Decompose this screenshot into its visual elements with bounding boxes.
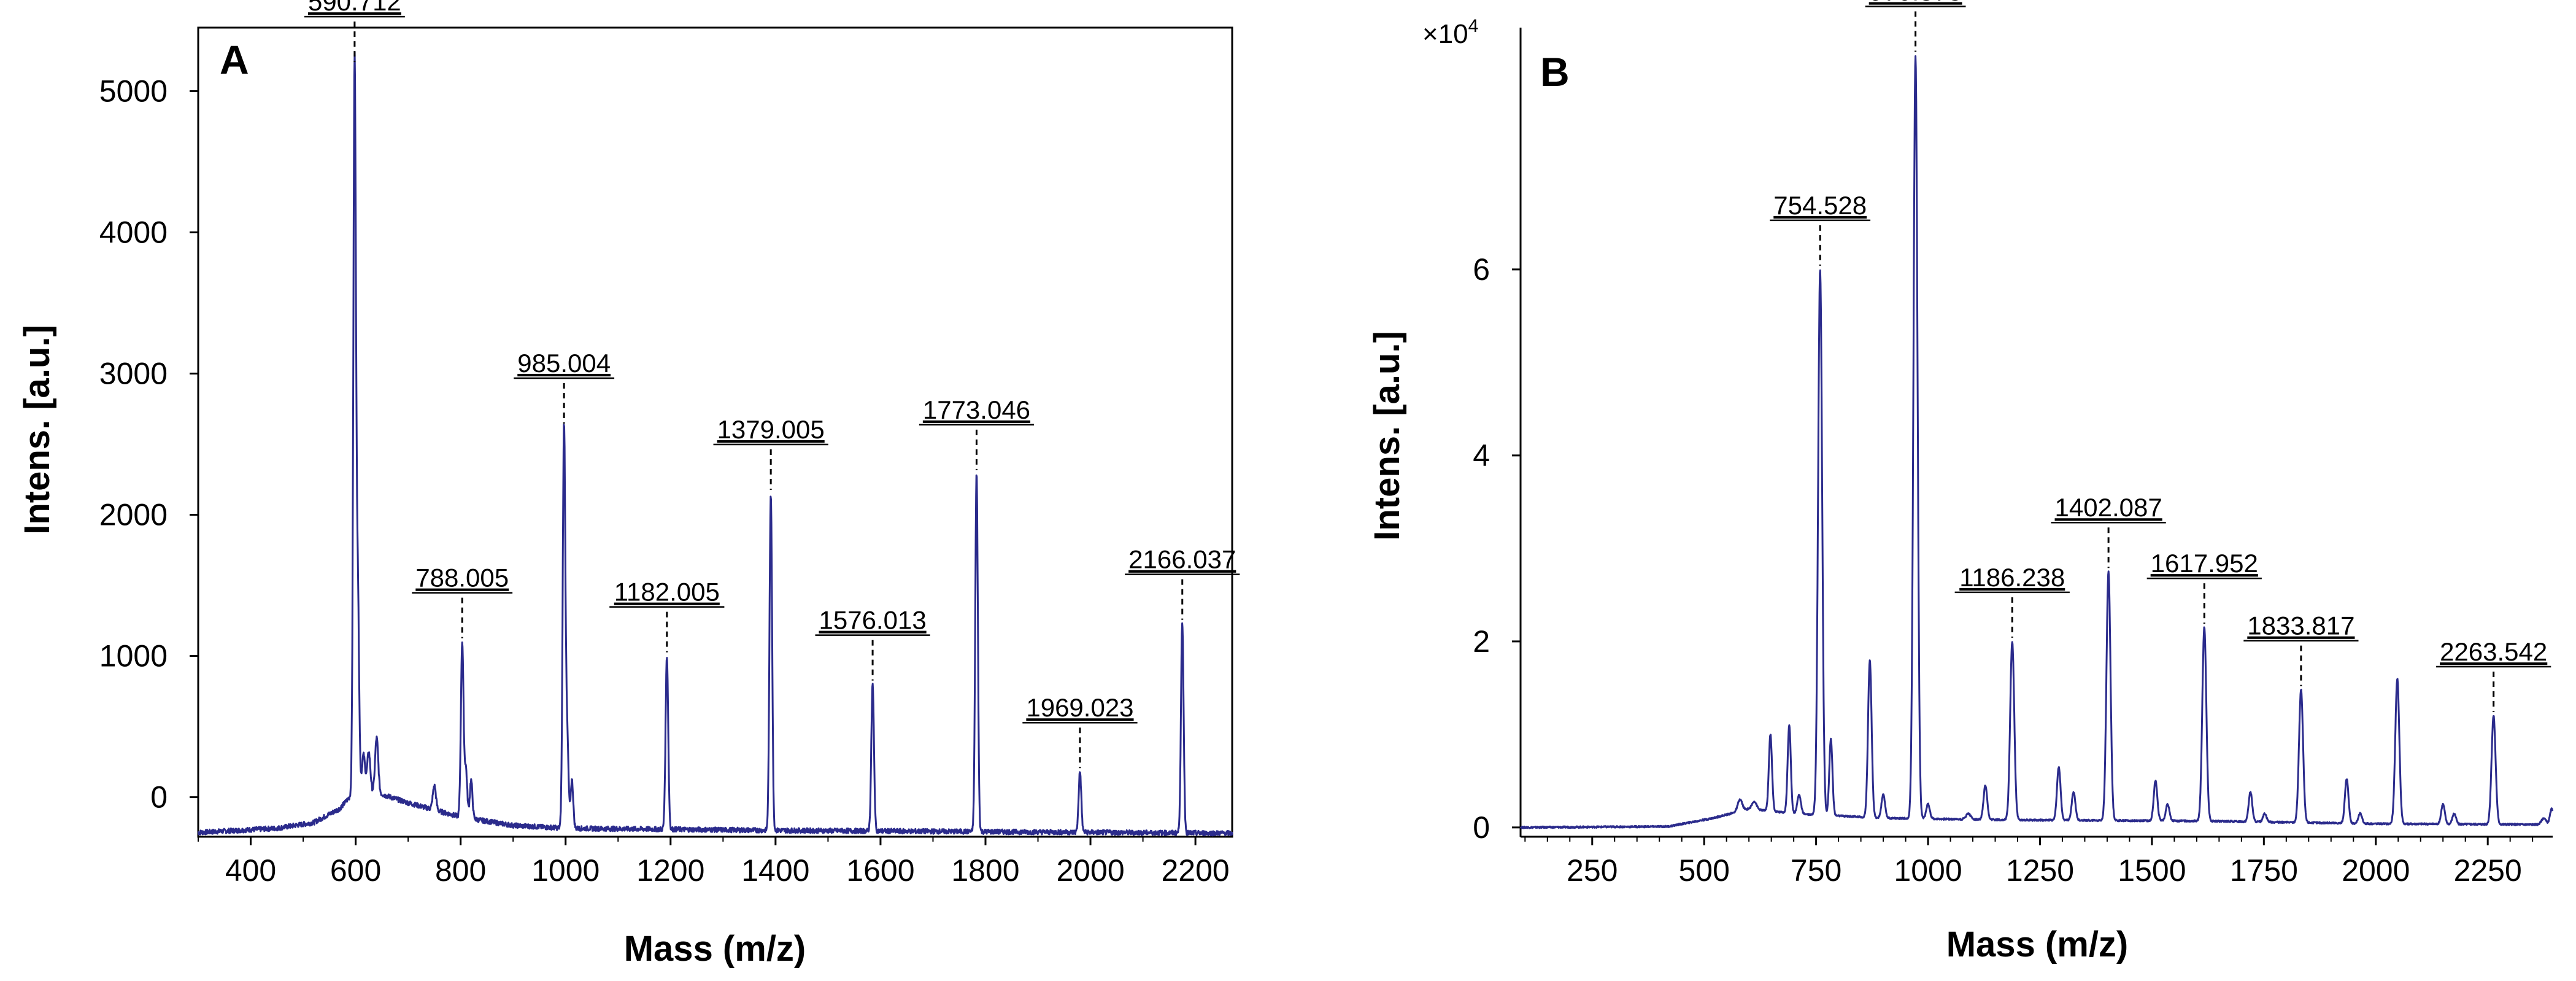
x-tick-label: 1000 (1894, 853, 1962, 888)
peak-label: 1617.952 (2151, 549, 2258, 578)
y-tick-label: 2 (1473, 624, 1490, 659)
x-tick-label: 1000 (531, 853, 600, 888)
x-tick-label: 400 (225, 853, 276, 888)
x-tick-label: 750 (1791, 853, 1841, 888)
panel-a-spectrum-trace (197, 51, 1233, 837)
peak-label: 1379.005 (717, 415, 825, 444)
panel-b: B ×104 250 500 750 1000 1250 1500 1750 2000 2250… (1367, 0, 2554, 964)
panel-a-x-axis-title: Mass (m/z) (624, 929, 806, 969)
panel-b-x-axis-title: Mass (m/z) (1946, 925, 2129, 964)
peak-label: 970.378 (1869, 0, 1962, 6)
peak-label: 1186.238 (1959, 563, 2065, 592)
peak-label: 754.528 (1773, 191, 1867, 220)
panel-a-frame (197, 26, 1233, 838)
x-tick-label: 1600 (846, 853, 914, 888)
peak-label: 2166.037 (1128, 545, 1236, 574)
y-tick-label: 0 (1473, 810, 1490, 845)
panel-b-ticks: 250 500 750 1000 1250 1500 1750 2000 2250 0 2 4 6 (1473, 252, 2534, 888)
x-tick-label: 500 (1678, 853, 1729, 888)
x-tick-label: 1200 (636, 853, 704, 888)
y-tick-label: 0 (150, 780, 168, 815)
x-tick-label: 1750 (2230, 853, 2298, 888)
y-tick-label: 1000 (99, 639, 168, 673)
peak-label: 590.712 (308, 0, 401, 16)
x-tick-label: 2200 (1162, 853, 1230, 888)
panel-b-y-multiplier: ×104 (1422, 16, 1478, 49)
peak-label: 1402.087 (2055, 493, 2162, 522)
panel-a-letter: A (220, 37, 249, 82)
x-tick-label: 1400 (741, 853, 809, 888)
y-tick-label: 2000 (99, 498, 168, 532)
panel-a-y-axis-title: Intens. [a.u.] (17, 325, 57, 535)
panel-b-spectrum-trace (1519, 55, 2554, 829)
peak-label: 1773.046 (923, 395, 1030, 424)
peak-label: 1969.023 (1026, 693, 1133, 722)
y-tick-label: 3000 (99, 357, 168, 391)
y-tick-label: 4 (1473, 438, 1490, 473)
peak-label: 985.004 (517, 349, 611, 378)
x-tick-label: 250 (1567, 853, 1618, 888)
y-tick-label: 6 (1473, 252, 1490, 287)
peak-label: 1833.817 (2247, 611, 2354, 640)
peak-label: 788.005 (415, 564, 509, 592)
peak-label: 1182.005 (614, 578, 720, 607)
peak-label: 2263.542 (2440, 637, 2547, 666)
panel-a: A 400 600 800 1000 1200 1400 1600 1800 2000 2200 0… (17, 0, 1240, 969)
x-tick-label: 600 (330, 853, 381, 888)
x-tick-label: 1800 (951, 853, 1019, 888)
panel-b-y-axis-title: Intens. [a.u.] (1367, 331, 1407, 541)
x-tick-label: 1500 (2118, 853, 2186, 888)
panel-a-ticks: 400 600 800 1000 1200 1400 1600 1800 2000 2200 0 10… (99, 74, 1230, 888)
x-tick-label: 2000 (1056, 853, 1124, 888)
x-tick-label: 1250 (2006, 853, 2074, 888)
y-tick-label: 4000 (99, 215, 168, 250)
x-tick-label: 2000 (2342, 853, 2410, 888)
panel-b-letter: B (1540, 49, 1570, 95)
panel-b-peak-labels: 754.528 970.378 1186.238 1402.087 1617.952 18… (1770, 0, 2551, 713)
x-tick-label: 2250 (2454, 853, 2522, 888)
peak-label: 1576.013 (819, 606, 927, 635)
panel-a-peak-labels: 590.712 788.005 985.004 1182.005 1379.005 157… (304, 0, 1240, 769)
y-tick-label: 5000 (99, 74, 168, 109)
x-tick-label: 800 (435, 853, 486, 888)
